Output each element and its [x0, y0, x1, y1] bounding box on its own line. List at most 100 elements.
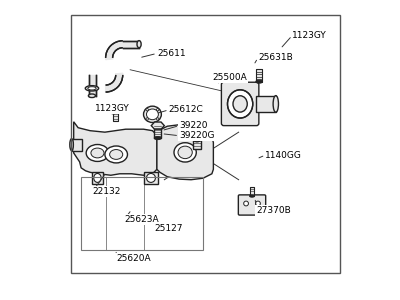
Ellipse shape — [88, 87, 96, 90]
FancyBboxPatch shape — [250, 187, 254, 196]
FancyBboxPatch shape — [222, 82, 259, 126]
Polygon shape — [112, 43, 118, 50]
FancyBboxPatch shape — [113, 107, 118, 121]
Polygon shape — [109, 47, 115, 52]
Polygon shape — [112, 82, 117, 88]
Ellipse shape — [250, 195, 254, 197]
Ellipse shape — [91, 148, 104, 158]
Text: 39220G: 39220G — [179, 131, 215, 140]
Polygon shape — [108, 47, 115, 52]
Polygon shape — [107, 85, 109, 92]
Polygon shape — [115, 78, 122, 82]
Ellipse shape — [192, 134, 202, 142]
Polygon shape — [112, 82, 118, 88]
Text: 25611: 25611 — [157, 49, 186, 58]
Polygon shape — [115, 42, 119, 49]
Polygon shape — [110, 84, 114, 91]
Circle shape — [146, 118, 148, 120]
Polygon shape — [110, 45, 116, 51]
FancyBboxPatch shape — [256, 69, 262, 82]
Ellipse shape — [256, 80, 262, 83]
Circle shape — [146, 109, 148, 111]
Polygon shape — [111, 83, 116, 89]
Ellipse shape — [110, 150, 123, 159]
FancyBboxPatch shape — [92, 172, 104, 184]
Polygon shape — [112, 44, 117, 50]
Text: 22132: 22132 — [92, 187, 121, 196]
Polygon shape — [106, 55, 113, 57]
Ellipse shape — [144, 106, 161, 122]
FancyBboxPatch shape — [154, 126, 161, 138]
Polygon shape — [106, 85, 108, 92]
Polygon shape — [116, 41, 120, 48]
Polygon shape — [115, 78, 122, 81]
Polygon shape — [106, 58, 113, 60]
Polygon shape — [106, 85, 107, 92]
Polygon shape — [106, 57, 113, 58]
Polygon shape — [74, 122, 157, 175]
Polygon shape — [115, 77, 122, 80]
Polygon shape — [151, 122, 164, 129]
Polygon shape — [116, 74, 123, 76]
Polygon shape — [118, 41, 120, 48]
Polygon shape — [113, 81, 119, 87]
Polygon shape — [109, 46, 115, 52]
Polygon shape — [108, 48, 114, 53]
Polygon shape — [118, 41, 121, 48]
Polygon shape — [107, 49, 114, 53]
Polygon shape — [108, 84, 112, 92]
Polygon shape — [114, 80, 120, 85]
Polygon shape — [120, 41, 122, 48]
Circle shape — [256, 201, 260, 206]
Text: 1123GY: 1123GY — [292, 31, 327, 40]
Polygon shape — [107, 50, 114, 54]
Ellipse shape — [105, 146, 128, 163]
Polygon shape — [116, 75, 123, 77]
Polygon shape — [111, 83, 116, 90]
Ellipse shape — [228, 90, 253, 118]
Polygon shape — [116, 76, 123, 78]
Polygon shape — [114, 42, 118, 49]
Polygon shape — [121, 41, 123, 48]
Text: 25500A: 25500A — [212, 73, 247, 82]
Polygon shape — [106, 53, 113, 56]
Polygon shape — [113, 43, 118, 50]
Polygon shape — [112, 82, 118, 87]
FancyBboxPatch shape — [192, 138, 202, 148]
Polygon shape — [109, 84, 113, 91]
Polygon shape — [119, 41, 122, 48]
Text: 25127: 25127 — [154, 224, 182, 233]
Polygon shape — [106, 52, 113, 55]
Ellipse shape — [178, 146, 192, 159]
FancyBboxPatch shape — [144, 172, 158, 184]
Polygon shape — [106, 51, 114, 55]
Text: 25623A: 25623A — [124, 215, 159, 224]
Text: 1140GG: 1140GG — [265, 151, 302, 160]
Text: 1123GY: 1123GY — [94, 104, 129, 113]
Polygon shape — [110, 46, 116, 51]
Polygon shape — [107, 85, 110, 92]
Ellipse shape — [146, 109, 158, 120]
Polygon shape — [106, 54, 113, 57]
Polygon shape — [106, 56, 113, 58]
Ellipse shape — [85, 86, 99, 91]
Text: 27370B: 27370B — [256, 206, 291, 215]
Ellipse shape — [88, 94, 96, 98]
FancyBboxPatch shape — [72, 139, 82, 151]
Circle shape — [244, 201, 248, 206]
Polygon shape — [113, 81, 120, 86]
Polygon shape — [157, 125, 213, 180]
Ellipse shape — [146, 173, 156, 182]
Polygon shape — [115, 77, 122, 80]
Polygon shape — [116, 73, 123, 75]
Text: 39220: 39220 — [179, 121, 208, 130]
FancyBboxPatch shape — [238, 195, 266, 215]
Polygon shape — [109, 84, 114, 91]
Text: 25612C: 25612C — [169, 105, 204, 114]
Ellipse shape — [137, 40, 141, 48]
Polygon shape — [116, 76, 123, 79]
Polygon shape — [114, 79, 122, 83]
Polygon shape — [110, 83, 115, 90]
Ellipse shape — [70, 139, 73, 151]
Ellipse shape — [154, 136, 161, 140]
